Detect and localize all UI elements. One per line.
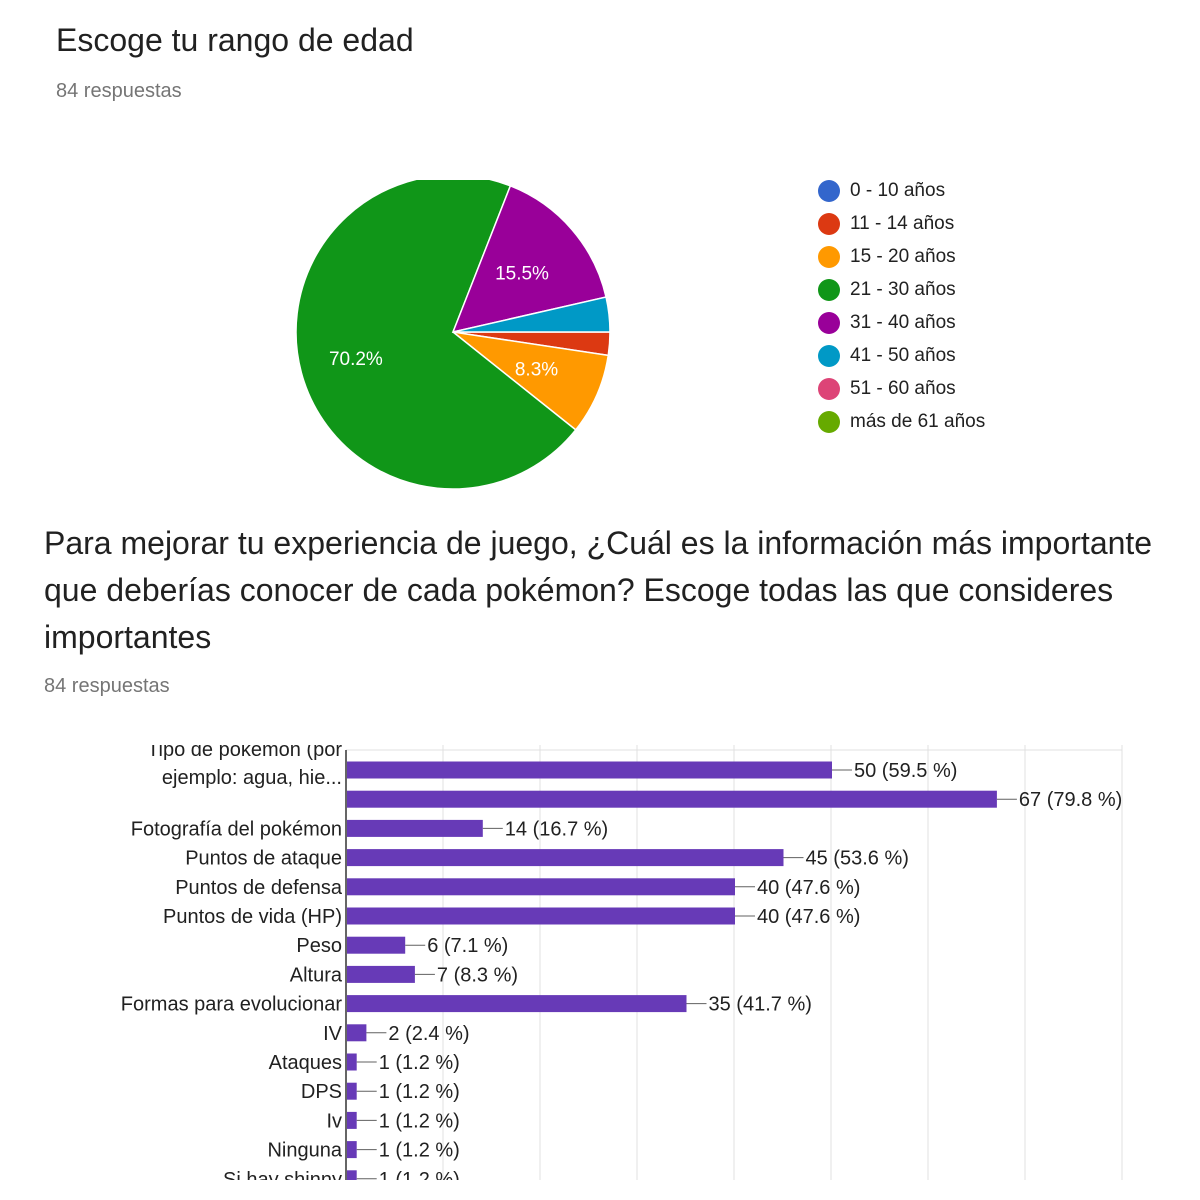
legend-label: 0 - 10 años	[850, 179, 946, 201]
bar	[347, 907, 735, 925]
legend-item: 21 - 30 años	[818, 273, 985, 306]
bar-category-label: Puntos de vida (HP)	[163, 906, 342, 928]
bar	[347, 1053, 357, 1071]
bar-category-label: Ataques	[269, 1052, 342, 1074]
legend-item: 11 - 14 años	[818, 207, 985, 240]
bar	[347, 1024, 367, 1042]
bar	[347, 790, 997, 808]
legend-swatch	[818, 410, 840, 433]
legend-swatch	[818, 377, 840, 400]
legend-item: 41 - 50 años	[818, 339, 985, 372]
bar	[347, 1141, 357, 1159]
bar-category-label: Puntos de defensa	[175, 877, 343, 899]
legend-label: 11 - 14 años	[850, 212, 955, 234]
bar	[347, 819, 483, 837]
bar	[347, 878, 735, 896]
question-title-age: Escoge tu rango de edad	[56, 22, 414, 58]
bar-category-label: IV	[323, 1023, 343, 1045]
legend-item: más de 61 años	[818, 405, 985, 438]
bar-category-label: Puntos de ataque	[185, 848, 342, 870]
bar-category-label: Tipo de pokémon (por ejemplo: agua, hie..…	[147, 745, 342, 789]
bar-value-label: 45 (53.6 %)	[806, 848, 909, 870]
legend-label: 21 - 30 años	[850, 278, 956, 300]
bar-value-label: 40 (47.6 %)	[757, 906, 860, 928]
legend-label: más de 61 años	[850, 410, 986, 432]
legend-label: 51 - 60 años	[850, 377, 956, 399]
bar-value-label: 1 (1.2 %)	[379, 1052, 460, 1074]
bar	[347, 1111, 357, 1129]
pie-slice-label: 15.5%	[495, 264, 549, 285]
age-pie-chart: 8.3% 70.2% 15.5%	[295, 180, 611, 490]
bar	[347, 1082, 357, 1100]
pie-slice	[295, 180, 577, 490]
bar	[347, 1170, 357, 1180]
bar-value-label: 7 (8.3 %)	[437, 964, 518, 986]
bar-category-label: Altura	[290, 964, 343, 986]
legend-swatch	[818, 179, 840, 202]
bar-value-label: 6 (7.1 %)	[427, 935, 508, 957]
legend-item: 15 - 20 años	[818, 240, 985, 273]
bar-value-label: 1 (1.2 %)	[379, 1110, 460, 1132]
pie-slice-label: 8.3%	[515, 359, 558, 380]
bar-value-label: 50 (59.5 %)	[854, 760, 957, 782]
bar-category-label: DPS	[301, 1081, 342, 1103]
response-count: 84 respuestas	[56, 80, 182, 102]
bar	[347, 936, 406, 954]
bar	[347, 995, 687, 1013]
legend-label: 41 - 50 años	[850, 344, 956, 366]
bar-value-label: 1 (1.2 %)	[379, 1140, 460, 1162]
legend-swatch	[818, 311, 840, 334]
legend-item: 31 - 40 años	[818, 306, 985, 339]
response-count: 84 respuestas	[44, 675, 170, 697]
pie-slice	[451, 184, 607, 334]
bar-category-label: Fotografía del pokémon	[131, 818, 342, 840]
bar-category-label: Si hay shinny	[223, 1169, 342, 1180]
bar-value-label: 40 (47.6 %)	[757, 877, 860, 899]
bar-value-label: 67 (79.8 %)	[1019, 789, 1122, 811]
bar-category-label: Formas para evolucionar	[121, 994, 343, 1016]
legend-swatch	[818, 344, 840, 367]
bar-category-label: Iv	[326, 1110, 342, 1132]
bar	[347, 965, 415, 983]
bar	[347, 761, 832, 779]
bar-value-label: 1 (1.2 %)	[379, 1081, 460, 1103]
legend-swatch	[818, 278, 840, 301]
bar	[347, 849, 784, 867]
legend-label: 31 - 40 años	[850, 311, 956, 333]
pie-slice	[452, 296, 611, 333]
legend-label: 15 - 20 años	[850, 245, 956, 267]
legend-swatch	[818, 212, 840, 235]
legend-item: 51 - 60 años	[818, 372, 985, 405]
question-title-info: Para mejorar tu experiencia de juego, ¿C…	[44, 525, 1153, 655]
bar-value-label: 35 (41.7 %)	[709, 994, 812, 1016]
bar-value-label: 2 (2.4 %)	[388, 1023, 469, 1045]
bar-category-label: Ninguna	[267, 1140, 342, 1162]
legend-item: 0 - 10 años	[818, 174, 985, 207]
pie-legend: 0 - 10 años 11 - 14 años 15 - 20 años 21 - …	[818, 174, 985, 438]
bar-category-label: Peso	[296, 935, 342, 957]
pie-slice-label: 70.2%	[329, 349, 383, 370]
bar-value-label: 1 (1.2 %)	[379, 1169, 460, 1180]
bar-value-label: 14 (16.7 %)	[505, 818, 608, 840]
legend-swatch	[818, 245, 840, 268]
info-bar-chart: 50 (59.5 %) Tipo de pokémon (por ejemplo: …	[121, 745, 1123, 1180]
